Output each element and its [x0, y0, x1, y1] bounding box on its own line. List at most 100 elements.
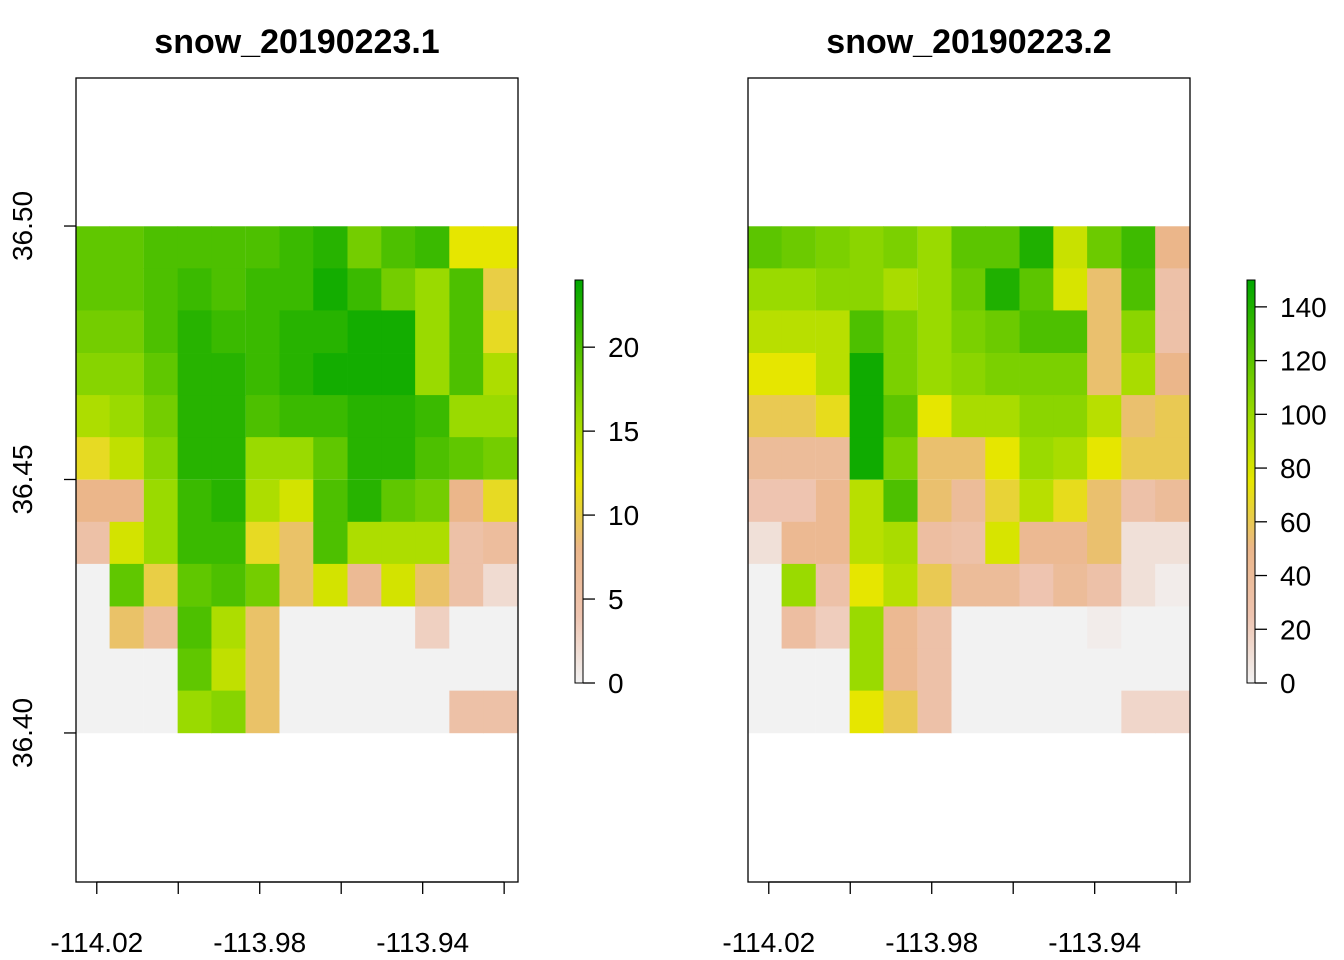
- raster-cell: [415, 226, 450, 269]
- raster-cell: [883, 521, 918, 565]
- raster-cell: [177, 437, 212, 480]
- raster-cell: [415, 353, 450, 396]
- raster-cell: [415, 479, 450, 523]
- raster-cell: [849, 690, 884, 734]
- raster-cell: [109, 268, 144, 311]
- raster-cell: [917, 521, 952, 565]
- raster-cell: [1053, 479, 1088, 523]
- raster-cell: [951, 606, 986, 650]
- raster-cell: [483, 353, 518, 396]
- raster-cell: [347, 521, 382, 565]
- raster-cell: [279, 648, 314, 692]
- raster-cell: [1121, 479, 1156, 523]
- raster-cell: [143, 521, 179, 565]
- raster-cell: [1121, 563, 1156, 607]
- raster-cell: [143, 606, 179, 650]
- raster-cell: [815, 648, 851, 692]
- raster-cell: [415, 690, 450, 734]
- raster-cell: [815, 563, 851, 607]
- raster-cell: [1155, 310, 1190, 354]
- raster-cell: [849, 521, 884, 565]
- raster-cell: [313, 437, 348, 480]
- raster-cell: [245, 437, 280, 480]
- x-tick-label: -113.94: [376, 927, 469, 958]
- raster-cell: [1155, 479, 1190, 523]
- raster-cell: [177, 395, 212, 438]
- raster-cell: [849, 479, 884, 523]
- raster-cell: [951, 437, 986, 480]
- raster-cell: [1121, 310, 1156, 354]
- raster-cell: [75, 268, 111, 311]
- raster-cell: [483, 268, 518, 311]
- raster-cell: [347, 353, 382, 396]
- raster-cell: [347, 563, 382, 607]
- raster-cell: [1087, 310, 1122, 354]
- raster-cell: [279, 521, 314, 565]
- raster-cell: [109, 310, 144, 354]
- raster-cell: [1019, 563, 1054, 607]
- raster-cell: [849, 563, 884, 607]
- raster-cell: [211, 606, 246, 650]
- raster-cell: [415, 268, 450, 311]
- raster-cell: [951, 310, 986, 354]
- raster-cell: [747, 521, 783, 565]
- raster-cell: [1053, 690, 1088, 734]
- raster-cell: [883, 226, 918, 269]
- raster-cell: [381, 437, 416, 480]
- raster-cell: [951, 226, 986, 269]
- raster-cell: [781, 353, 816, 396]
- raster-cell: [483, 690, 518, 734]
- raster-cell: [279, 606, 314, 650]
- raster-cell: [415, 437, 450, 480]
- legend-tick-label: 0: [608, 668, 624, 699]
- raster-cell: [1155, 648, 1190, 692]
- raster-cell: [747, 479, 783, 523]
- raster-cell: [1121, 648, 1156, 692]
- raster-cell: [449, 437, 484, 480]
- raster-cell: [279, 353, 314, 396]
- raster-cell: [985, 353, 1020, 396]
- raster-cell: [143, 353, 179, 396]
- raster-cell: [109, 226, 144, 269]
- raster-cell: [177, 690, 212, 734]
- raster-cell: [1121, 521, 1156, 565]
- raster-cell: [815, 479, 851, 523]
- raster-cell: [245, 521, 280, 565]
- raster-cell: [1155, 690, 1190, 734]
- raster-cell: [849, 226, 884, 269]
- legend-tick-label: 80: [1280, 453, 1311, 484]
- raster-cell: [245, 226, 280, 269]
- raster-cell: [917, 648, 952, 692]
- legend-tick-label: 60: [1280, 507, 1311, 538]
- raster-cell: [985, 606, 1020, 650]
- raster-cell: [1121, 395, 1156, 438]
- raster-cell: [849, 395, 884, 438]
- raster-cell: [449, 521, 484, 565]
- raster-cell: [313, 353, 348, 396]
- raster-cell: [747, 690, 783, 734]
- raster-cell: [245, 479, 280, 523]
- raster-cell: [781, 563, 816, 607]
- raster-cell: [313, 606, 348, 650]
- raster-cell: [313, 648, 348, 692]
- raster-cell: [75, 690, 111, 734]
- raster-cell: [883, 606, 918, 650]
- raster-cell: [1019, 521, 1054, 565]
- raster-cell: [75, 606, 111, 650]
- raster-cell: [313, 226, 348, 269]
- raster-cell: [109, 563, 144, 607]
- raster-cell: [245, 606, 280, 650]
- raster-cell: [951, 353, 986, 396]
- raster-cell: [483, 395, 518, 438]
- raster-cell: [1053, 353, 1088, 396]
- raster-cell: [245, 395, 280, 438]
- raster-cell: [415, 521, 450, 565]
- raster-cell: [75, 226, 111, 269]
- raster-cell: [985, 690, 1020, 734]
- raster-cell: [381, 310, 416, 354]
- raster-cell: [917, 606, 952, 650]
- raster-cell: [415, 395, 450, 438]
- raster-cell: [1019, 310, 1054, 354]
- raster-cell: [1053, 648, 1088, 692]
